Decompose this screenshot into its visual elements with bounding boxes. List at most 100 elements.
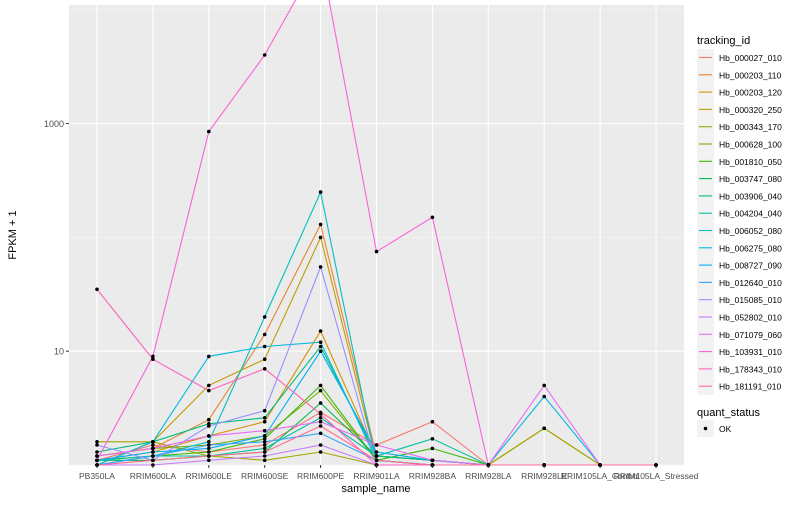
data-point-Hb_003906_040-RRIM600SE bbox=[262, 416, 267, 420]
data-point-Hb_004204_040-RRIM901LA bbox=[374, 454, 379, 458]
data-point-Hb_052802_010-RRIM600PE bbox=[318, 443, 323, 447]
legend-item-Hb_006052_080: Hb_006052_080 bbox=[697, 222, 782, 239]
data-point-Hb_103931_010-PB350LA bbox=[95, 458, 99, 463]
legend-item-Hb_006275_080: Hb_006275_080 bbox=[697, 239, 782, 257]
data-point-Hb_006275_080-RRIM928LE bbox=[542, 394, 546, 399]
data-point-Hb_181191_010-RRIM600PE bbox=[318, 424, 323, 428]
y-tick-label: 10 bbox=[54, 347, 64, 357]
legend-item-label: Hb_001810_050 bbox=[719, 157, 782, 167]
legend-item-label: Hb_015085_010 bbox=[719, 295, 782, 305]
data-point-Hb_071079_060-RRIM600LA bbox=[151, 446, 155, 451]
data-point-Hb_003906_040-RRIM600PE bbox=[318, 344, 323, 349]
legend-item-label: Hb_006275_080 bbox=[719, 243, 782, 253]
x-axis-title: sample_name bbox=[341, 483, 410, 495]
data-point-Hb_001810_050-RRIM928BA bbox=[430, 446, 435, 451]
data-point-Hb_052802_010-RRIM600SE bbox=[262, 454, 267, 458]
legend-item-label: Hb_178343_010 bbox=[719, 364, 782, 374]
legend-item-Hb_003747_080: Hb_003747_080 bbox=[697, 170, 782, 188]
legend-item-Hb_000628_100: Hb_000628_100 bbox=[697, 135, 782, 153]
data-point-Hb_012640_010-RRIM600PE bbox=[318, 431, 323, 436]
data-point-Hb_071079_060-RRIM928LE bbox=[542, 383, 546, 388]
legend-item-Hb_000320_250: Hb_000320_250 bbox=[697, 100, 782, 118]
data-point-Hb_006275_080-RRIM600LE bbox=[207, 354, 211, 359]
legend-item-label: Hb_000203_110 bbox=[719, 70, 782, 80]
legend-item-label: Hb_012640_010 bbox=[719, 278, 782, 288]
legend-item-Hb_000027_010: Hb_000027_010 bbox=[697, 49, 782, 66]
legend-item-Hb_052802_010: Hb_052802_010 bbox=[697, 308, 782, 326]
legend-item-label: Hb_000343_170 bbox=[719, 122, 782, 132]
legend-item-Hb_000203_120: Hb_000203_120 bbox=[697, 83, 782, 101]
data-point-Hb_000203_110-RRIM600LE bbox=[207, 417, 211, 422]
data-point-Hb_000203_120-RRIM600SE bbox=[262, 419, 267, 424]
legend-item-label: Hb_071079_060 bbox=[719, 330, 782, 340]
legend-item-Hb_008727_090: Hb_008727_090 bbox=[697, 256, 782, 274]
data-point-Hb_071079_060-RRIM901LA bbox=[374, 443, 379, 447]
data-point-Hb_004204_040-RRIM600SE bbox=[262, 446, 267, 451]
data-point-Hb_000343_170-RRIM600SE bbox=[262, 458, 267, 463]
x-tick-label: RRIM600LE bbox=[186, 471, 233, 481]
data-point-Hb_178343_010-RRIM600LE bbox=[207, 388, 211, 393]
data-point-Hb_012640_010-RRIM600LA bbox=[151, 454, 155, 458]
data-point-Hb_103931_010-RRIM928BA bbox=[430, 215, 435, 220]
y-axis-title: FPKM + 1 bbox=[7, 210, 19, 259]
x-tick-label: RRIM901LA bbox=[353, 471, 400, 481]
point-legend-label: OK bbox=[719, 424, 732, 434]
x-tick-label: RRIM600SE bbox=[241, 471, 289, 481]
y-axis: 10 1000 bbox=[44, 119, 69, 357]
data-point-Hb_181191_010-RRIM901LA bbox=[374, 458, 379, 463]
legend-item-label: Hb_000628_100 bbox=[719, 140, 782, 150]
data-point-Hb_000027_010-RRIM600LA bbox=[151, 443, 155, 447]
data-point-Hb_000320_250-RRIM600SE bbox=[262, 357, 267, 362]
data-point-Hb_000343_170-PB350LA bbox=[95, 440, 99, 444]
data-point-Hb_000320_250-RRIM600PE bbox=[318, 235, 323, 240]
legend-item-Hb_012640_010: Hb_012640_010 bbox=[697, 273, 782, 291]
legend-item-label: Hb_008727_090 bbox=[719, 261, 782, 271]
point-legend-key-dot bbox=[703, 426, 708, 431]
legend-item-label: Hb_000203_120 bbox=[719, 88, 782, 98]
legend-title: tracking_id bbox=[697, 35, 750, 47]
legend-item-Hb_103931_010: Hb_103931_010 bbox=[697, 343, 782, 361]
data-point-Hb_006052_080-RRIM600PE bbox=[318, 190, 323, 194]
data-point-Hb_103931_010-RRIM600SE bbox=[262, 53, 267, 57]
x-tick-label: RRIM600LA bbox=[130, 471, 177, 481]
legend-item-Hb_181191_010: Hb_181191_010 bbox=[697, 377, 782, 395]
legend-item-label: Hb_003747_080 bbox=[719, 174, 782, 184]
data-point-Hb_103931_010-RRIM600LE bbox=[207, 129, 211, 134]
data-point-Hb_000628_100-RRIM600PE bbox=[318, 388, 323, 393]
data-point-Hb_006275_080-RRIM600LA bbox=[151, 440, 155, 444]
legend-item-Hb_178343_010: Hb_178343_010 bbox=[697, 360, 782, 378]
legend-item-Hb_015085_010: Hb_015085_010 bbox=[697, 291, 782, 309]
data-point-Hb_000027_010-RRIM600SE bbox=[262, 443, 267, 447]
legend-item-label: Hb_003906_040 bbox=[719, 191, 782, 201]
legend-item-Hb_071079_060: Hb_071079_060 bbox=[697, 325, 782, 343]
y-tick-label: 1000 bbox=[44, 119, 64, 129]
legend-item-label: Hb_181191_010 bbox=[719, 382, 782, 392]
data-point-Hb_181191_010-RRIM600LE bbox=[207, 454, 211, 458]
data-point-Hb_178343_010-RRIM600LA bbox=[151, 357, 155, 362]
legend-item-Hb_004204_040: Hb_004204_040 bbox=[697, 204, 782, 222]
legend-item-Hb_003906_040: Hb_003906_040 bbox=[697, 187, 782, 205]
legend: tracking_id Hb_000027_010Hb_000203_110Hb… bbox=[697, 35, 782, 437]
data-point-Hb_071079_060-PB350LA bbox=[95, 454, 99, 458]
legend-entries: Hb_000027_010 Hb_000203_110 Hb_000203_120 H… bbox=[697, 49, 782, 395]
x-tick-label: RRIM928BA bbox=[409, 471, 457, 481]
data-point-Hb_003747_080-RRIM600PE bbox=[318, 401, 323, 405]
data-point-Hb_178343_010-RRIM600SE bbox=[262, 367, 267, 371]
data-point-Hb_008727_090-RRIM600LE bbox=[207, 446, 211, 451]
data-point-Hb_015085_010-PB350LA bbox=[95, 443, 99, 447]
data-point-Hb_000203_110-RRIM600SE bbox=[262, 332, 267, 337]
legend-item-label: Hb_006052_080 bbox=[719, 226, 782, 236]
data-point-Hb_052802_010-RRIM600LE bbox=[207, 458, 211, 463]
legend-item-Hb_000203_110: Hb_000203_110 bbox=[697, 66, 782, 84]
data-point-Hb_004204_040-RRIM600PE bbox=[318, 416, 323, 420]
data-point-Hb_103931_010-RRIM901LA bbox=[374, 249, 379, 254]
data-point-Hb_008727_090-RRIM901LA bbox=[374, 450, 379, 454]
x-tick-label: RRIM600PE bbox=[297, 471, 345, 481]
x-tick-label: RRIM928LE bbox=[521, 471, 568, 481]
data-point-Hb_001810_050-RRIM600SE bbox=[262, 437, 267, 441]
data-point-Hb_103931_010-RRIM600LA bbox=[151, 354, 155, 359]
data-point-Hb_071079_060-RRIM928BA bbox=[430, 458, 435, 463]
data-point-Hb_003906_040-PB350LA bbox=[95, 450, 99, 454]
